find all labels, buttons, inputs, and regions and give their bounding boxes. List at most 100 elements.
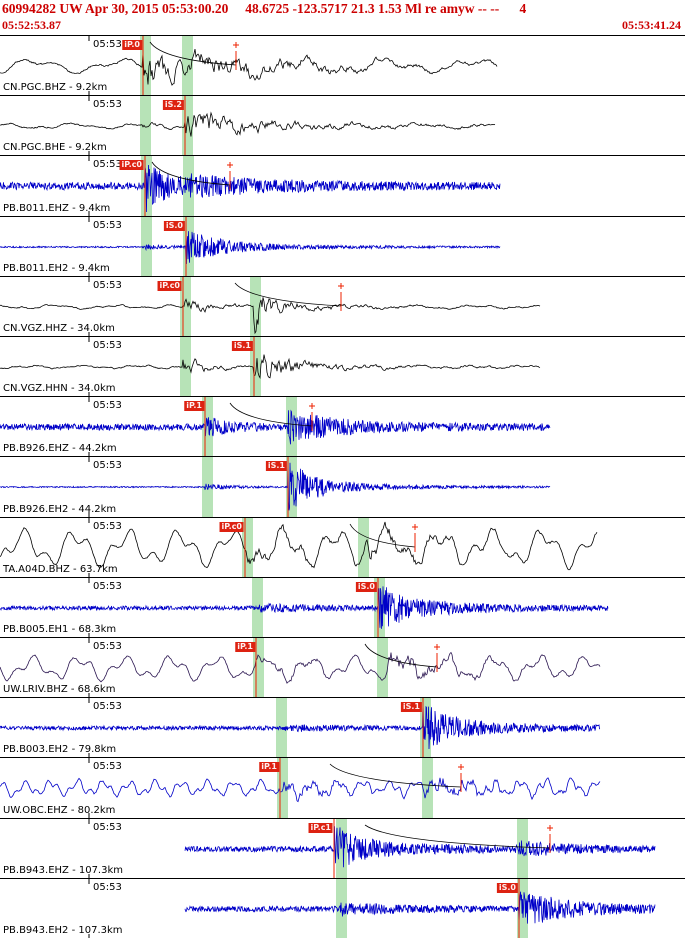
minute-time-label: 05:53 [93, 400, 122, 412]
arrival-window-band [182, 96, 193, 157]
coda-decay-curve [234, 282, 342, 307]
trace-row-pb-b003-eh2[interactable]: 05:53 PB.B003.EH2 - 79.8km iS.1 [0, 697, 685, 759]
amplitude-marker[interactable] [227, 162, 233, 191]
waveform-canvas-pb-b011-eh2[interactable] [0, 216, 685, 277]
arrival-window-band [250, 276, 261, 337]
amplitude-marker[interactable] [233, 42, 239, 70]
station-label: PB.B926.EH2 - 44.2km [3, 503, 117, 515]
minute-time-label: 05:53 [93, 520, 122, 532]
station-label: UW.LRIV.BHZ - 68.6km [3, 684, 116, 696]
minute-time-label: 05:53 [93, 99, 122, 111]
pick-flag[interactable]: iP.1 [235, 642, 255, 652]
minute-time-label: 05:53 [93, 580, 122, 592]
trace-row-pb-b011-ehz[interactable]: 05:53 PB.B011.EHZ - 9.4km iP.c0 [0, 155, 685, 217]
pick-flag[interactable]: iP.1 [184, 401, 204, 412]
coda-decay-curve [364, 824, 551, 848]
trace-row-pb-b005-eh1[interactable]: 05:53 PB.B005.EH1 - 68.3km iS.0 [0, 576, 685, 638]
pick-flag[interactable]: iS.2 [162, 100, 184, 111]
waveform-trace [0, 49, 498, 86]
minute-time-label: 05:53 [93, 761, 122, 773]
pick-flag[interactable]: iP.0 [122, 40, 142, 50]
waveform-canvas-uw-lriv-bhz[interactable] [0, 638, 685, 698]
waveform-canvas-cn-pgc-bhe[interactable] [0, 96, 685, 157]
trace-row-pb-b926-ehz[interactable]: 05:53 PB.B926.EHZ - 44.2km iP.1 [0, 396, 685, 458]
pick-flag[interactable]: iS.0 [496, 882, 518, 893]
trace-row-pb-b943-eh2[interactable]: 05:53 PB.B943.EH2 - 107.3km iS.0 [0, 877, 685, 938]
trace-row-cn-vgz-hhz[interactable]: 05:53 CN.VGZ.HHZ - 34.0km iP.c0 [0, 275, 685, 337]
arrival-window-band [253, 638, 264, 698]
station-label: PB.B011.EH2 - 9.4km [3, 262, 110, 274]
amplitude-marker[interactable] [412, 523, 418, 552]
waveform-canvas-pb-b005-eh1[interactable] [0, 577, 685, 638]
waveform-trace [0, 409, 551, 445]
arrival-window-band [422, 758, 433, 819]
coda-decay-curve [329, 764, 462, 788]
waveform-canvas-pb-b011-ehz[interactable] [0, 156, 685, 217]
station-label: UW.OBC.EHZ - 80.2km [3, 804, 116, 816]
arrival-window-band [277, 758, 288, 819]
pick-flag[interactable]: iS.1 [231, 341, 253, 351]
trace-row-cn-pgc-bhz[interactable]: 05:53 CN.PGC.BHZ - 9.2km iP.0 [0, 35, 685, 96]
waveform-trace [0, 230, 501, 264]
trace-row-uw-lriv-bhz[interactable]: 05:53 UW.LRIV.BHZ - 68.6km iP.1 [0, 637, 685, 698]
waveform-canvas-cn-vgz-hhz[interactable] [0, 276, 685, 337]
station-label: PB.B943.EHZ - 107.3km [3, 864, 124, 876]
minute-time-label: 05:53 [93, 340, 122, 351]
pick-flag[interactable]: iP.c0 [157, 280, 182, 291]
waveform-canvas-pb-b943-ehz[interactable] [0, 818, 685, 879]
station-label: CN.PGC.BHZ - 9.2km [3, 82, 108, 94]
waveform-trace [0, 651, 601, 684]
coda-decay-curve [151, 162, 231, 186]
pick-flag[interactable]: iP.c1 [308, 822, 333, 833]
amplitude-marker[interactable] [458, 764, 464, 793]
trace-row-ta-a04d-bhz[interactable]: 05:53 TA.A04D.BHZ - 63.7km iP.c0 [0, 516, 685, 578]
amplitude-marker[interactable] [338, 282, 344, 311]
arrival-window-band [250, 337, 261, 397]
station-label: PB.B011.EHZ - 9.4km [3, 202, 111, 214]
arrival-window-band [140, 96, 151, 157]
pick-flag[interactable]: iS.0 [163, 220, 185, 231]
waveform-trace [0, 111, 496, 137]
amplitude-marker[interactable] [547, 824, 553, 853]
arrival-window-band [517, 818, 528, 879]
pick-flag[interactable]: iP.1 [259, 762, 279, 773]
trace-row-pb-b926-eh2[interactable]: 05:53 PB.B926.EH2 - 44.2km iS.1 [0, 456, 685, 518]
trace-row-uw-obc-ehz[interactable]: 05:53 UW.OBC.EHZ - 80.2km iP.1 [0, 757, 685, 819]
coda-decay-curve [149, 41, 237, 66]
minute-time-label: 05:53 [93, 279, 122, 291]
waveform-trace [184, 825, 656, 867]
pick-flag[interactable]: iS.0 [355, 581, 377, 592]
waveform-canvas-cn-vgz-hhn[interactable] [0, 337, 685, 397]
waveform-canvas-cn-pgc-bhz[interactable] [0, 36, 685, 96]
arrival-window-band [336, 818, 347, 879]
waveform-canvas-pb-b926-eh2[interactable] [0, 457, 685, 518]
waveform-trace [0, 777, 601, 803]
waveform-canvas-ta-a04d-bhz[interactable] [0, 517, 685, 578]
waveform-trace [0, 702, 601, 750]
pick-flag[interactable]: iP.c0 [119, 160, 144, 171]
pick-flag[interactable]: iS.1 [265, 461, 287, 472]
waveform-trace [0, 586, 609, 629]
trace-row-cn-vgz-hhn[interactable]: 05:53 CN.VGZ.HHN - 34.0km iS.1 [0, 336, 685, 397]
trace-row-pb-b011-eh2[interactable]: 05:53 PB.B011.EH2 - 9.4km iS.0 [0, 215, 685, 277]
arrival-window-band [377, 638, 388, 698]
pick-flag[interactable]: iS.1 [400, 702, 422, 713]
waveform-canvas-pb-b003-eh2[interactable] [0, 698, 685, 759]
minute-time-label: 05:53 [93, 39, 122, 50]
waveform-canvas-uw-obc-ehz[interactable] [0, 758, 685, 819]
amplitude-marker[interactable] [434, 644, 440, 672]
arrival-window-band [202, 397, 213, 458]
amplitude-marker[interactable] [309, 403, 315, 432]
trace-row-pb-b943-ehz[interactable]: 05:53 PB.B943.EHZ - 107.3km iP.c1 [0, 817, 685, 879]
station-label: PB.B926.EHZ - 44.2km [3, 443, 117, 455]
station-label: PB.B943.EH2 - 107.3km [3, 924, 123, 936]
station-label: CN.PGC.BHE - 9.2km [3, 142, 107, 154]
waveform-canvas-pb-b926-ehz[interactable] [0, 397, 685, 458]
arrival-window-band [358, 517, 369, 578]
trace-row-cn-pgc-bhe[interactable]: 05:53 CN.PGC.BHE - 9.2km iS.2 [0, 95, 685, 157]
station-label: CN.VGZ.HHN - 34.0km [3, 383, 116, 395]
minute-time-label: 05:53 [93, 881, 122, 893]
pick-flag[interactable]: iP.c0 [219, 521, 244, 532]
arrival-window-band [242, 517, 253, 578]
